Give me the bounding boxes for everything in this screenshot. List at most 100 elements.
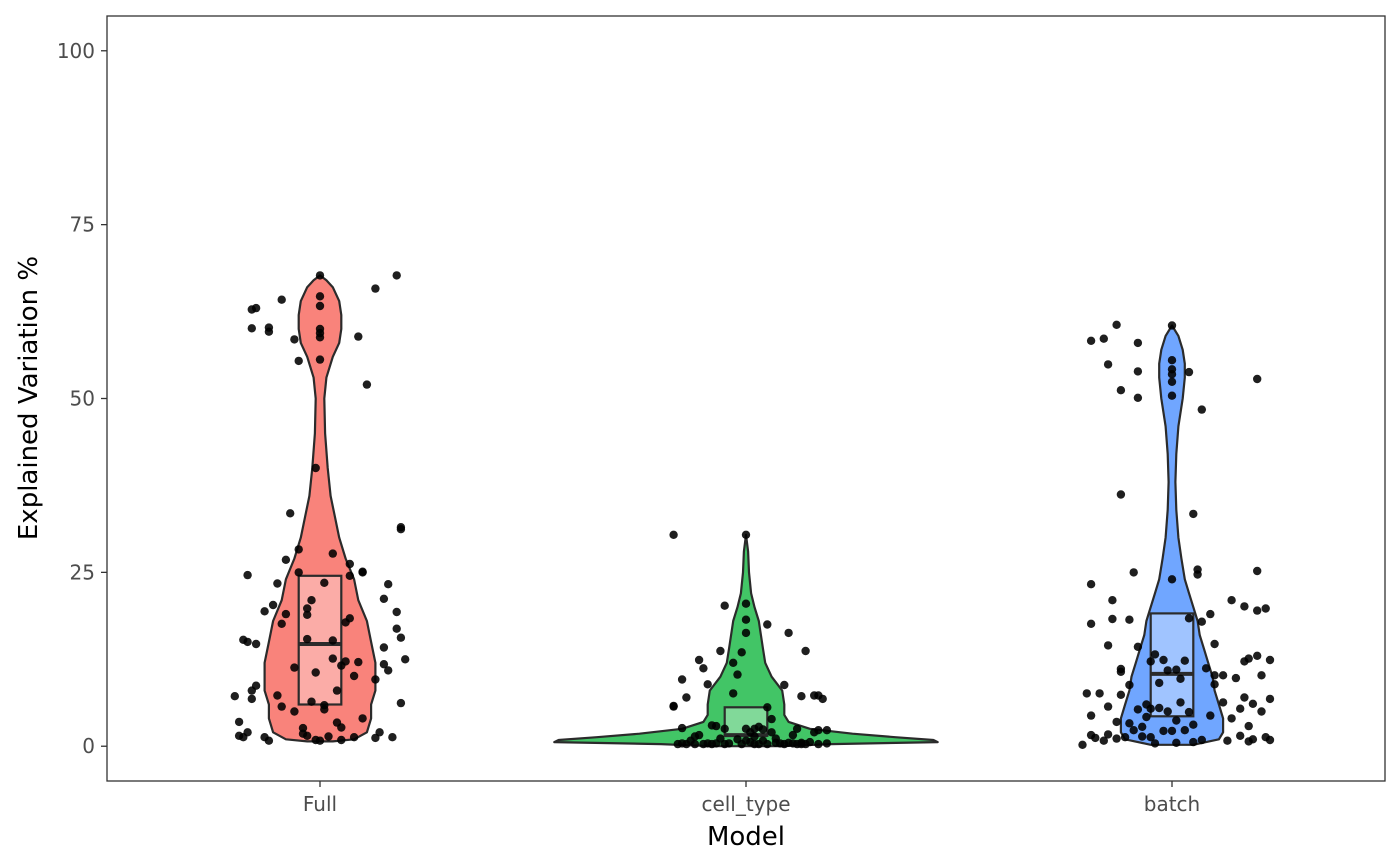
data-point [1236, 704, 1245, 713]
data-point [1112, 717, 1121, 727]
data-point [741, 628, 751, 638]
data-point [720, 601, 729, 610]
data-point [1159, 655, 1168, 665]
data-point [1223, 736, 1232, 745]
data-point [371, 284, 380, 293]
data-point [1099, 334, 1109, 343]
data-point [264, 323, 274, 332]
data-point [1138, 732, 1147, 741]
data-point [1099, 736, 1109, 745]
data-point [822, 726, 832, 735]
data-point [264, 736, 274, 745]
data-point [1197, 405, 1207, 414]
data-point [1146, 704, 1155, 713]
data-point [1244, 721, 1253, 731]
data-point [1172, 665, 1181, 674]
box-batch [1149, 612, 1195, 718]
data-point [294, 568, 303, 577]
data-point [763, 703, 772, 712]
data-point [1116, 667, 1126, 676]
data-point [1142, 712, 1151, 722]
data-point [1103, 641, 1113, 650]
data-point [277, 619, 286, 628]
data-point [682, 693, 691, 702]
data-point [1150, 739, 1160, 748]
data-point [1227, 714, 1236, 723]
data-point [814, 739, 823, 749]
data-point [281, 555, 291, 564]
data-point [1240, 602, 1249, 611]
data-point [315, 355, 325, 364]
data-point [792, 724, 802, 733]
data-point [1206, 609, 1215, 619]
data-point [1133, 705, 1143, 714]
data-point [1086, 711, 1096, 720]
data-point [750, 732, 759, 741]
data-point [315, 271, 325, 280]
data-point [716, 646, 725, 656]
data-point [788, 730, 798, 740]
data-point [1103, 702, 1113, 711]
data-point [268, 600, 278, 610]
data-point [354, 657, 363, 667]
data-point [1257, 707, 1266, 716]
data-point [1103, 360, 1113, 369]
data-point [1138, 722, 1147, 731]
data-point [349, 733, 359, 742]
data-point [396, 633, 406, 642]
data-point [358, 568, 367, 577]
data-point [1116, 386, 1126, 395]
data-point [320, 578, 329, 587]
data-point [677, 675, 687, 684]
data-point [694, 655, 704, 665]
data-point [1184, 707, 1194, 717]
data-point [324, 732, 333, 741]
data-point [669, 701, 678, 711]
data-point [797, 692, 806, 701]
data-point [1184, 614, 1194, 623]
data-point [1078, 740, 1087, 749]
data-point [1108, 596, 1117, 605]
data-point [384, 580, 393, 589]
data-point [1265, 655, 1275, 665]
data-point [247, 694, 256, 704]
data-point [780, 680, 789, 690]
data-point [1253, 606, 1262, 615]
data-point [1193, 570, 1202, 579]
data-point [741, 615, 751, 624]
data-point [669, 530, 678, 539]
data-point [379, 594, 389, 603]
data-point [349, 671, 359, 681]
data-point [401, 655, 410, 664]
data-point [1206, 711, 1215, 720]
data-point [1167, 370, 1177, 379]
data-point [1091, 733, 1100, 743]
data-point [699, 664, 708, 673]
data-point [1236, 731, 1245, 740]
data-point [724, 739, 734, 748]
data-point [243, 570, 252, 580]
data-point [286, 509, 295, 518]
y-tick-label: 50 [70, 387, 95, 411]
data-point [392, 624, 401, 633]
data-point [1129, 726, 1138, 735]
data-point [281, 609, 291, 619]
data-point [1240, 693, 1249, 702]
data-point [234, 717, 244, 727]
data-point [1103, 730, 1113, 739]
data-point [251, 303, 261, 313]
data-point [1180, 726, 1190, 735]
data-point [315, 292, 325, 301]
data-point [1218, 671, 1228, 680]
y-tick-label: 75 [70, 213, 95, 237]
data-point [1125, 680, 1134, 690]
data-point [1210, 639, 1219, 649]
data-point [763, 739, 772, 749]
data-point [273, 691, 282, 700]
data-point [328, 549, 337, 558]
data-point [315, 328, 325, 338]
data-point [1244, 654, 1253, 663]
data-point [1116, 490, 1126, 499]
data-point [1086, 336, 1096, 345]
